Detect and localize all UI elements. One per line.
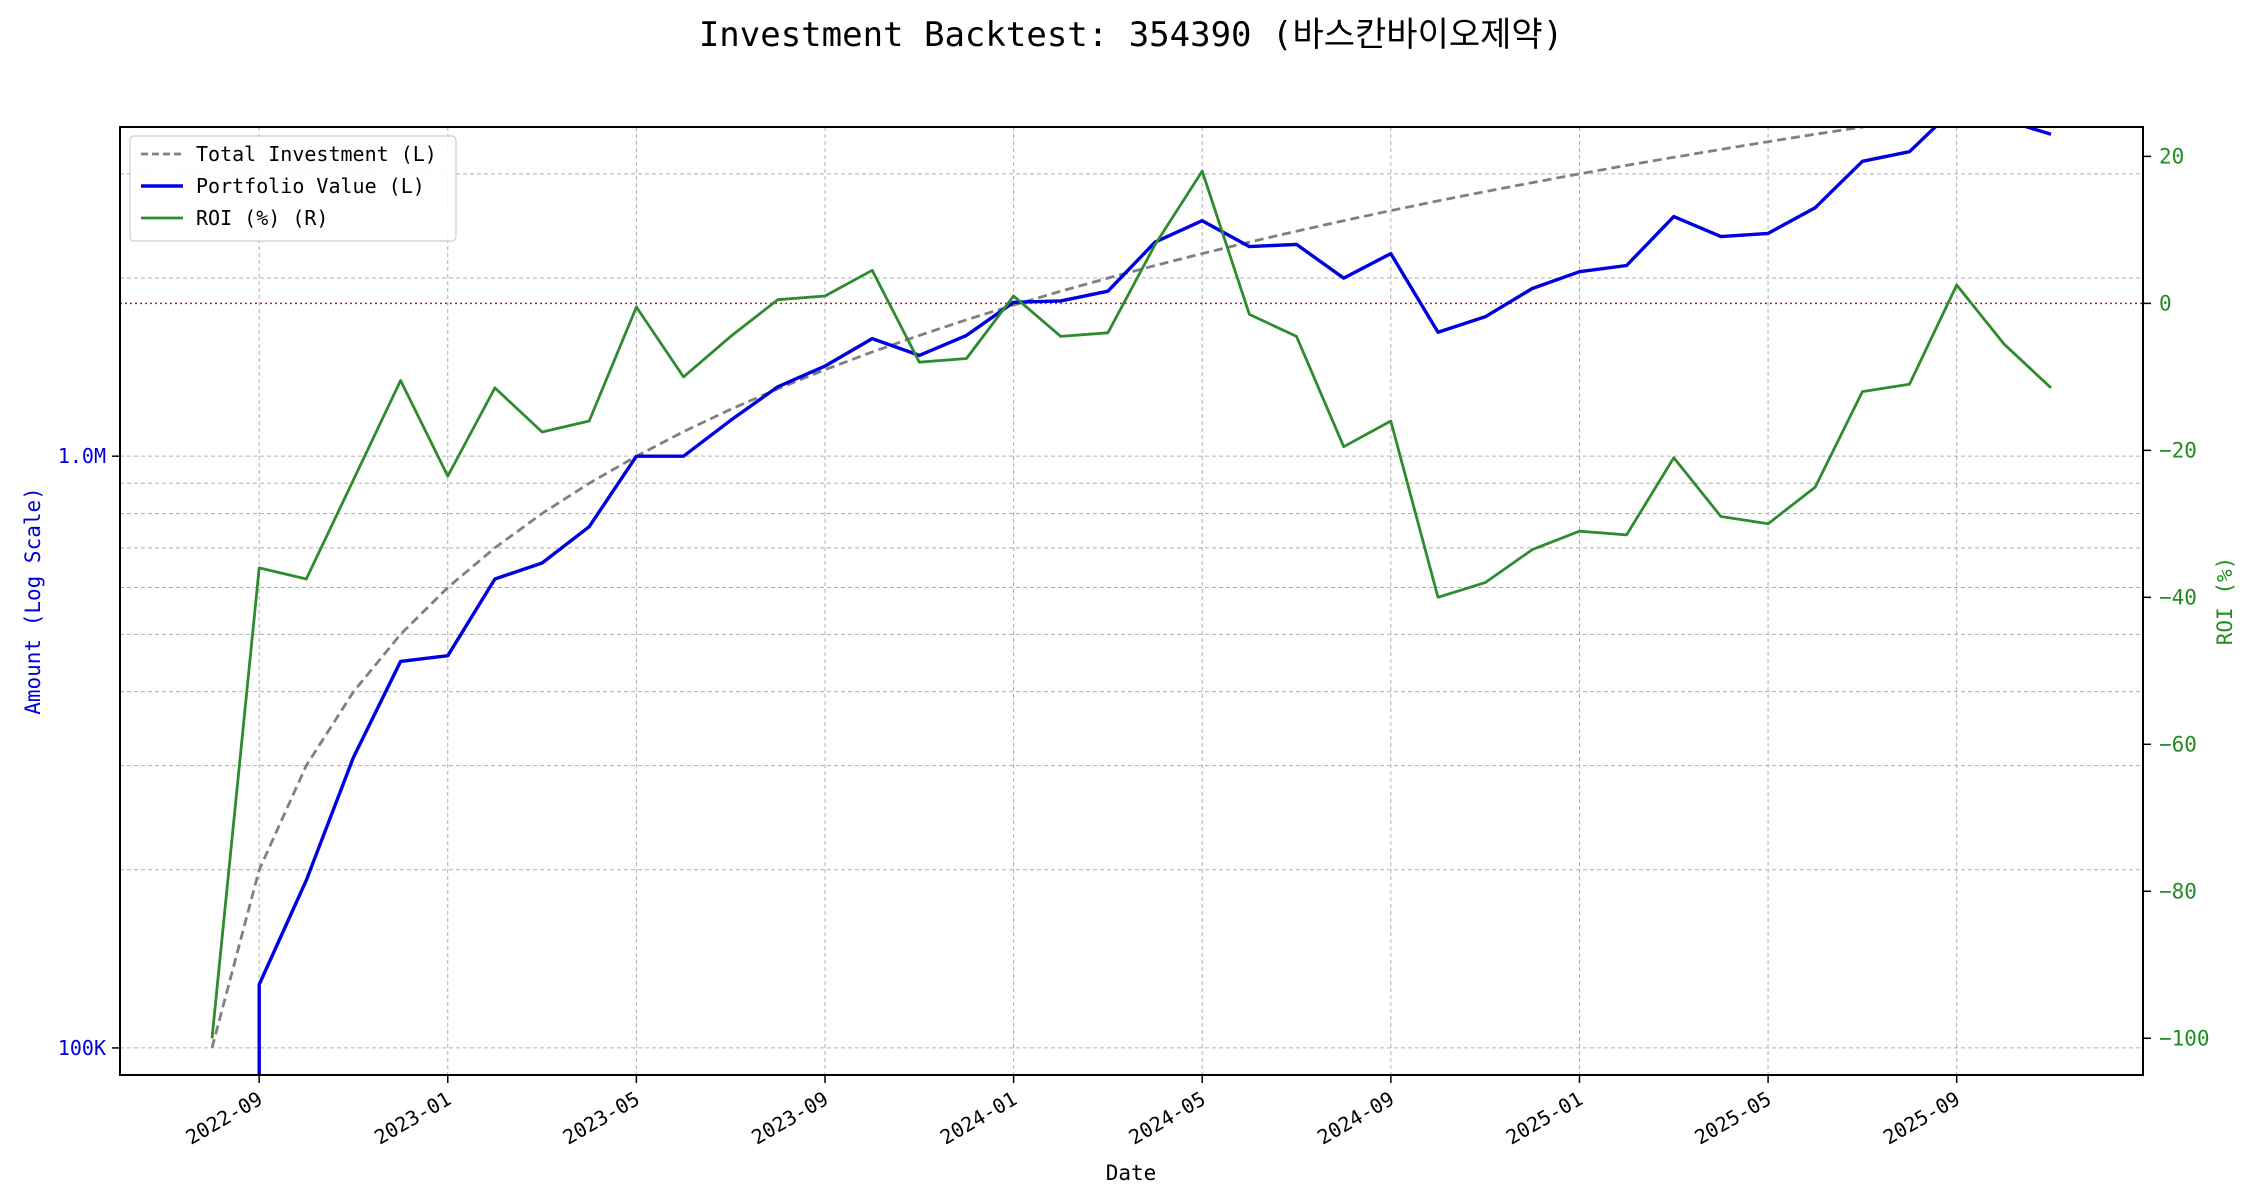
roi-line [210, 169, 2052, 1039]
legend: Total Investment (L) Portfolio Value (L) R… [129, 135, 457, 242]
plot-frame [119, 126, 2144, 1076]
right-axis-label: ROI (%) [2213, 557, 2237, 646]
x-tick-label: 2024-09 [1313, 1086, 1398, 1149]
x-tick-label: 2023-01 [370, 1086, 455, 1149]
ticks-group: 2022-09 2023-01 2023-05 2023-09 2024-01 2024-… [58, 144, 2210, 1149]
x-tick-label: 2023-09 [747, 1086, 832, 1149]
total-investment-line [210, 127, 1872, 1049]
right-tick-label: −40 [2159, 585, 2197, 609]
x-axis-label: Date [1106, 1161, 1157, 1185]
legend-box [129, 135, 457, 242]
portfolio-value-line [257, 127, 2052, 1075]
x-tick-label: 2025-01 [1502, 1086, 1587, 1149]
right-tick-label: 20 [2159, 144, 2184, 168]
x-tick-label: 2024-05 [1125, 1086, 1210, 1149]
right-tick-label: −100 [2159, 1026, 2210, 1050]
x-tick-label: 2023-05 [559, 1086, 644, 1149]
x-tick-label: 2025-09 [1879, 1086, 1964, 1149]
right-tick-label: −80 [2159, 879, 2197, 903]
right-tick-label: −20 [2159, 438, 2197, 462]
legend-label: ROI (%) (R) [196, 206, 328, 230]
series-group [210, 127, 2052, 1075]
left-axis-label: Amount (Log Scale) [21, 487, 45, 715]
left-tick-label: 1.0M [58, 444, 106, 468]
legend-label: Portfolio Value (L) [196, 174, 425, 198]
x-tick-label: 2022-09 [181, 1086, 266, 1149]
x-tick-label: 2024-01 [936, 1086, 1021, 1149]
grid [120, 127, 2143, 1076]
legend-label: Total Investment (L) [196, 142, 437, 166]
right-tick-label: −60 [2159, 732, 2197, 756]
x-tick-label: 2025-05 [1690, 1086, 1775, 1149]
left-tick-label: 100K [58, 1036, 106, 1060]
chart-title: Investment Backtest: 354390 (바스칸바이오제약) [699, 15, 1563, 55]
right-tick-label: 0 [2159, 291, 2172, 315]
